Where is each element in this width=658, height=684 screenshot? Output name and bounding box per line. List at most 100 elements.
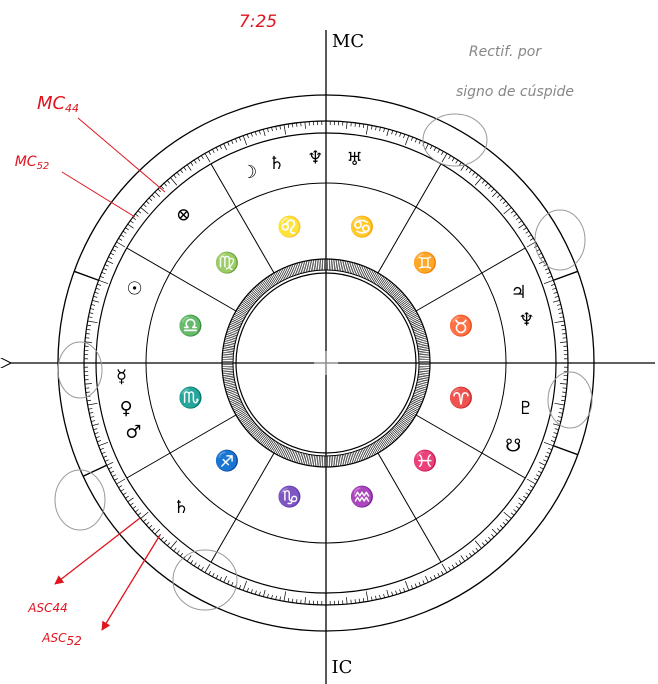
degree-tick [90, 416, 95, 418]
degree-tick [163, 539, 168, 544]
degree-tick [193, 159, 197, 164]
degree-tick [468, 169, 472, 174]
house-cusp [415, 247, 526, 312]
degree-tick [103, 268, 108, 271]
degree-tick [166, 180, 171, 184]
inner-tick [309, 454, 312, 466]
inner-tick [307, 454, 311, 466]
degree-tick [513, 213, 517, 217]
inner-tick [311, 455, 314, 467]
inner-tick [313, 455, 315, 467]
degree-tick [525, 492, 530, 496]
inner-tick [320, 455, 322, 467]
degree-tick [120, 234, 125, 238]
inner-tick [248, 293, 258, 301]
inner-tick [316, 455, 319, 467]
inner-tick [410, 320, 422, 326]
inner-tick [362, 267, 367, 278]
inner-tick [337, 455, 339, 467]
inner-tick [404, 307, 415, 314]
inner-tick [239, 414, 250, 422]
inner-tick [225, 334, 237, 338]
inner-tick [341, 260, 345, 272]
degree-tick [362, 598, 365, 603]
degree-tick [399, 132, 402, 137]
inner-tick [414, 391, 426, 396]
inner-tick [242, 300, 252, 308]
degree-tick [98, 279, 109, 284]
degree-tick [103, 455, 108, 458]
degree-tick [122, 230, 127, 234]
degree-tick [441, 153, 448, 163]
degree-tick [437, 149, 440, 154]
inner-tick [222, 374, 234, 376]
degree-tick [529, 485, 534, 488]
inner-tick [341, 454, 345, 466]
degree-tick [246, 587, 249, 592]
inner-tick [417, 378, 429, 382]
inner-tick [246, 422, 255, 431]
degree-tick [539, 467, 544, 470]
degree-tick [525, 230, 530, 234]
inner-tick [266, 439, 273, 449]
inner-tick [354, 263, 359, 275]
inner-tick [377, 439, 385, 450]
degree-tick [391, 130, 394, 135]
annotation-label: ASC52 [41, 631, 82, 648]
inner-tick [224, 339, 236, 343]
inner-tick [370, 271, 377, 282]
annotation-label: MC44 [37, 93, 79, 115]
inner-tick [225, 386, 237, 391]
degree-tick [215, 574, 219, 579]
inner-tick [417, 344, 429, 348]
inner-tick [223, 346, 235, 349]
inner-tick [418, 367, 430, 369]
inner-tick [416, 339, 428, 343]
degree-tick [201, 566, 204, 571]
inner-tick [412, 397, 423, 403]
degree-tick [418, 581, 421, 586]
degree-tick [346, 121, 348, 129]
degree-tick [546, 272, 551, 275]
sign-glyph: ♉ [449, 313, 474, 337]
degree-tick [418, 140, 421, 145]
inner-tick [228, 396, 240, 401]
degree-tick [170, 540, 178, 549]
inner-tick [332, 259, 334, 271]
degree-tick [279, 125, 281, 130]
inner-tick [260, 281, 268, 291]
annotation-arrow [54, 517, 141, 585]
inner-tick [414, 332, 426, 337]
planet-glyph: ☽ [241, 162, 257, 183]
inner-tick [415, 388, 427, 392]
inner-tick [379, 277, 386, 287]
degree-tick [491, 191, 498, 198]
inner-tick [280, 446, 286, 457]
inner-tick [290, 265, 295, 276]
inner-tick [224, 382, 236, 385]
inner-tick [237, 412, 248, 419]
pencil-circle [547, 371, 593, 429]
inner-tick [418, 353, 430, 356]
degree-tick [552, 436, 557, 439]
annotation-line [77, 117, 166, 193]
inner-tick [237, 307, 248, 314]
degree-tick [238, 136, 242, 141]
degree-tick [535, 474, 540, 477]
inner-tick [338, 259, 341, 271]
inner-tick [355, 264, 361, 276]
degree-tick [558, 412, 563, 414]
inner-tick [222, 357, 234, 359]
inner-tick [229, 323, 240, 329]
degree-tick [143, 518, 147, 523]
inner-tick [278, 445, 285, 456]
inner-tick [363, 447, 369, 459]
inner-tick [370, 444, 377, 455]
inner-tick [223, 380, 235, 384]
degree-tick [132, 217, 137, 221]
inner-tick [222, 369, 234, 371]
degree-tick [90, 308, 95, 310]
planet-glyph: ♅ [346, 149, 362, 170]
degree-tick [515, 217, 520, 221]
degree-tick [93, 295, 98, 298]
